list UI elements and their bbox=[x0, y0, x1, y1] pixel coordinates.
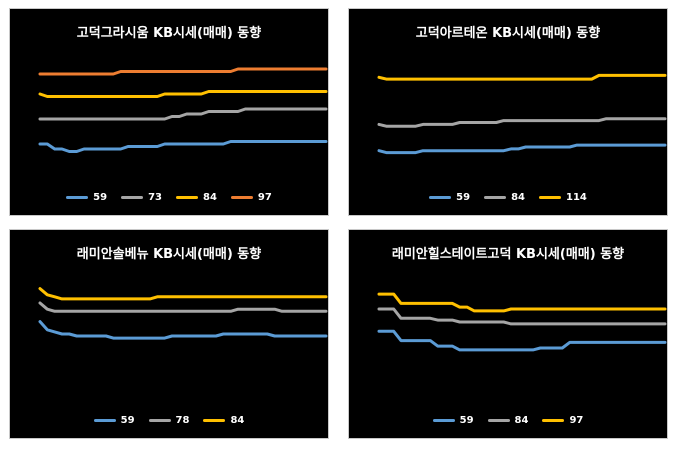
series-line-84 bbox=[38, 90, 328, 98]
legend-label: 73 bbox=[148, 192, 162, 203]
chart-title: 고덕그라시움 KB시세(매매) 동향 bbox=[76, 26, 262, 41]
series-line-59 bbox=[377, 329, 667, 352]
series-line-78 bbox=[38, 301, 328, 313]
legend-label: 59 bbox=[120, 415, 135, 426]
legend-3: 59 78 84 bbox=[10, 415, 328, 426]
legend-swatch bbox=[538, 196, 561, 199]
legend-label: 84 bbox=[203, 192, 217, 203]
chart-plot-4 bbox=[377, 292, 667, 352]
chart-plot-1 bbox=[38, 67, 328, 153]
series-line-73 bbox=[38, 107, 328, 121]
chart-title: 래미안솔베뉴 KB시세(매매) 동향 bbox=[76, 247, 262, 262]
legend-item-59: 59 bbox=[93, 415, 135, 426]
series-line-59 bbox=[38, 140, 328, 153]
series-line-97 bbox=[377, 292, 667, 313]
legend-item-84: 84 bbox=[176, 192, 217, 203]
legend-item-59: 59 bbox=[429, 192, 470, 203]
legend-item-97: 97 bbox=[230, 192, 272, 203]
legend-label: 84 bbox=[514, 415, 529, 426]
legend-swatch bbox=[484, 196, 507, 199]
legend-4: 59 84 97 bbox=[349, 415, 667, 426]
chart-panel-1: 고덕그라시움 KB시세(매매) 동향 59 73 84 97 bbox=[9, 8, 329, 216]
legend-label: 78 bbox=[175, 415, 190, 426]
chart-panel-2: 고덕아르테온 KB시세(매매) 동향 59 84 114 bbox=[348, 8, 668, 216]
legend-item-97: 97 bbox=[542, 415, 583, 426]
legend-label: 97 bbox=[569, 415, 584, 426]
legend-swatch bbox=[148, 419, 171, 422]
legend-swatch bbox=[542, 419, 565, 422]
series-line-84 bbox=[377, 307, 667, 326]
legend-label: 59 bbox=[459, 415, 474, 426]
legend-swatch bbox=[66, 196, 89, 199]
legend-swatch bbox=[121, 196, 144, 199]
legend-label: 59 bbox=[93, 192, 108, 203]
legend-item-78: 78 bbox=[148, 415, 190, 426]
legend-swatch bbox=[176, 196, 198, 199]
legend-swatch bbox=[203, 419, 226, 422]
chart-panel-3: 래미안솔베뉴 KB시세(매매) 동향 59 78 84 bbox=[9, 229, 329, 439]
legend-item-114: 114 bbox=[538, 192, 587, 203]
legend-swatch bbox=[487, 419, 510, 422]
legend-item-73: 73 bbox=[121, 192, 162, 203]
legend-label: 59 bbox=[456, 192, 471, 203]
legend-label: 84 bbox=[511, 192, 525, 203]
legend-label: 84 bbox=[230, 415, 245, 426]
chart-panel-4: 래미안힐스테이트고덕 KB시세(매매) 동향 59 84 97 bbox=[348, 229, 668, 439]
series-line-97 bbox=[38, 67, 328, 76]
series-line-84 bbox=[38, 287, 328, 301]
legend-swatch bbox=[230, 196, 253, 199]
legend-label: 114 bbox=[565, 192, 587, 203]
legend-swatch bbox=[432, 419, 455, 422]
legend-swatch bbox=[93, 419, 116, 422]
legend-item-59: 59 bbox=[66, 192, 107, 203]
chart-title: 래미안힐스테이트고덕 KB시세(매매) 동향 bbox=[391, 247, 625, 262]
legend-item-59: 59 bbox=[432, 415, 474, 426]
legend-swatch bbox=[429, 196, 452, 199]
series-line-59 bbox=[38, 320, 328, 340]
legend-item-84: 84 bbox=[203, 415, 244, 426]
legend-2: 59 84 114 bbox=[349, 192, 667, 203]
chart-plot-2 bbox=[377, 73, 667, 155]
series-line-59 bbox=[377, 143, 667, 155]
legend-1: 59 73 84 97 bbox=[10, 192, 328, 203]
series-line-114 bbox=[377, 73, 667, 81]
chart-title: 고덕아르테온 KB시세(매매) 동향 bbox=[415, 26, 601, 41]
legend-item-84: 84 bbox=[487, 415, 529, 426]
chart-plot-3 bbox=[38, 287, 328, 340]
series-line-84 bbox=[377, 117, 667, 128]
legend-item-84: 84 bbox=[484, 192, 525, 203]
legend-label: 97 bbox=[257, 192, 272, 203]
